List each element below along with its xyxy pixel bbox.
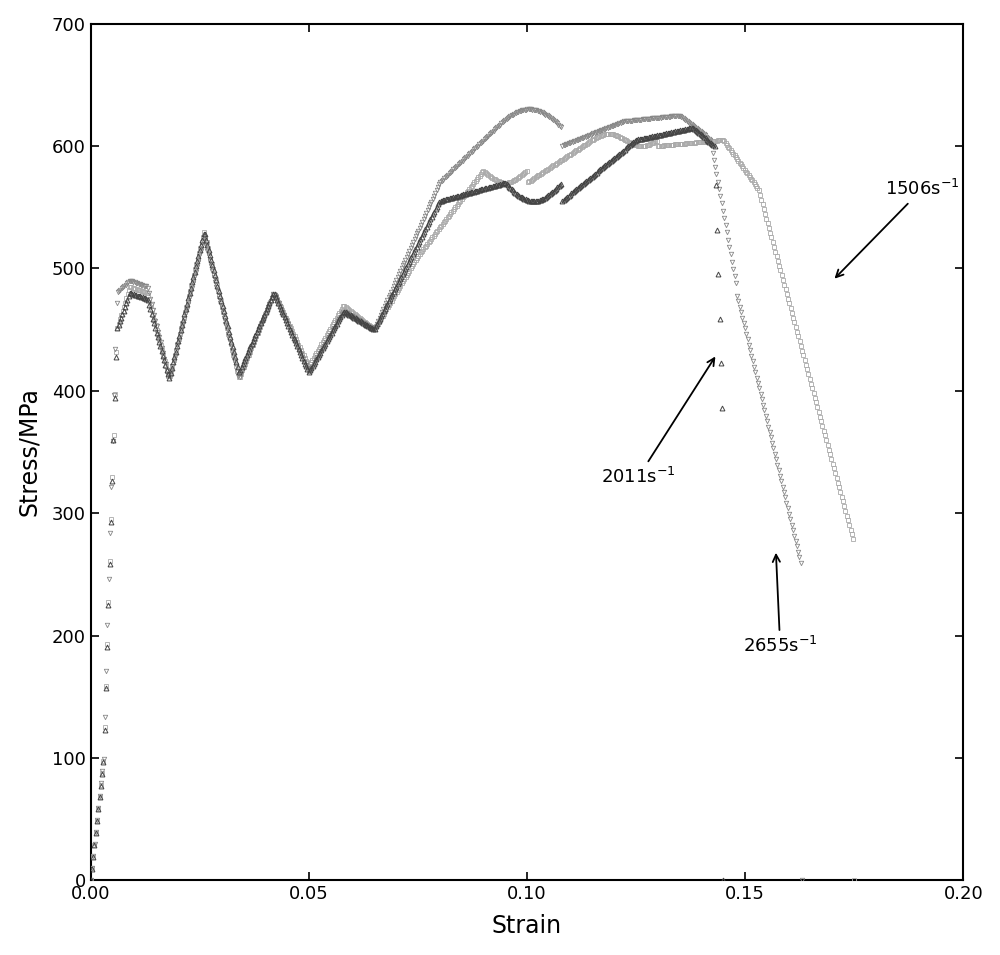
Text: 2011s$^{-1}$: 2011s$^{-1}$ [601, 358, 714, 486]
Text: 1506s$^{-1}$: 1506s$^{-1}$ [836, 179, 960, 277]
Text: 2655s$^{-1}$: 2655s$^{-1}$ [743, 555, 818, 656]
X-axis label: Strain: Strain [492, 914, 562, 939]
Y-axis label: Stress/MPa: Stress/MPa [17, 388, 41, 517]
